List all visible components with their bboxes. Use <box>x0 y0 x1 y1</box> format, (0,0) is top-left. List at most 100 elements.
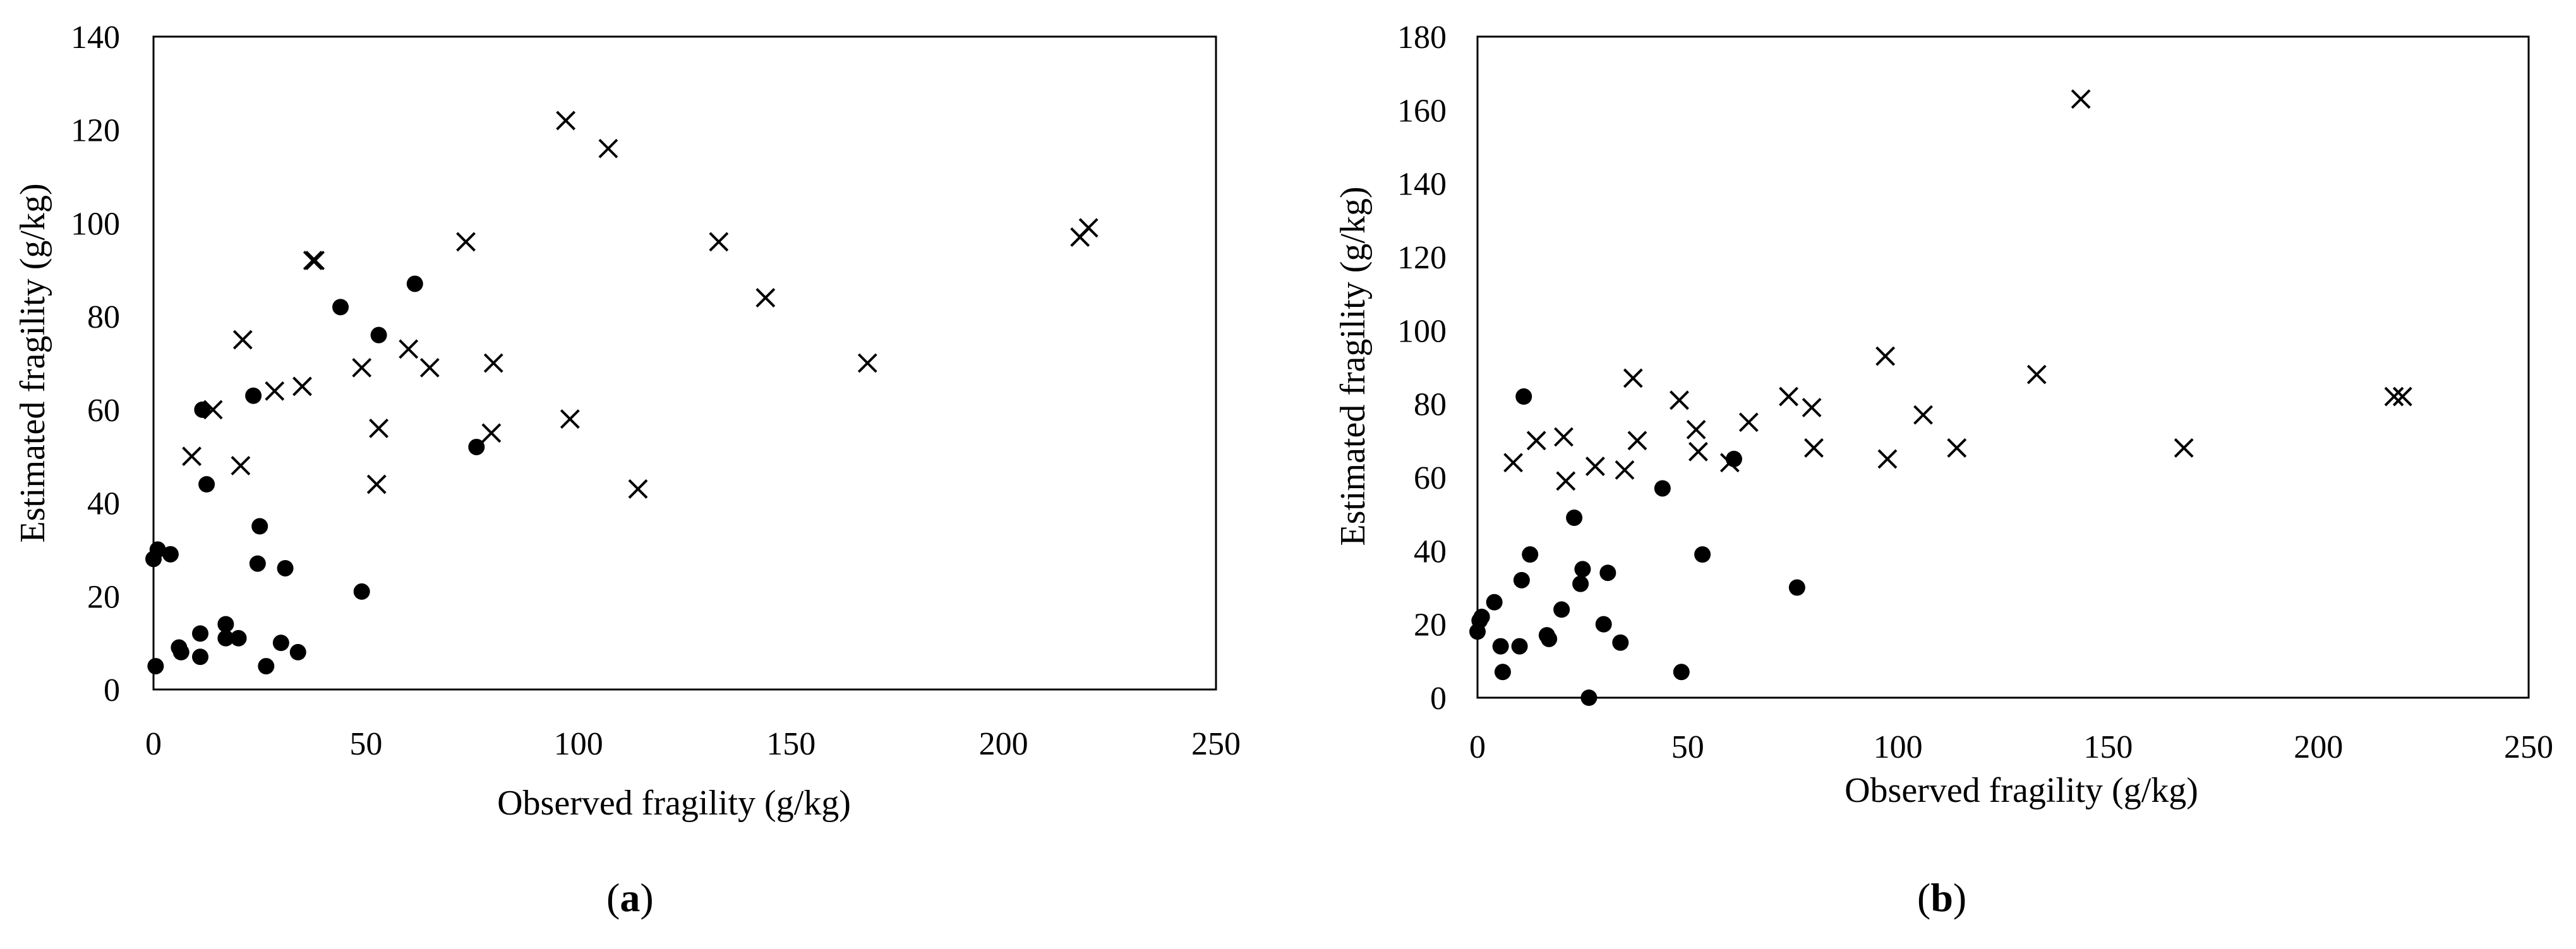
data-point-b-circle-24 <box>1788 579 1805 596</box>
data-point-b-cross-18 <box>1913 405 1933 425</box>
data-point-b-cross-2 <box>1554 427 1574 447</box>
data-point-a-circle-20 <box>332 299 349 316</box>
y-tick-label-a-6: 120 <box>71 113 120 149</box>
plot-area-a <box>152 35 1217 691</box>
y-tick-label-b-6: 120 <box>1397 240 1447 276</box>
data-point-b-circle-9 <box>1522 546 1539 563</box>
data-point-a-cross-2 <box>231 456 251 475</box>
data-point-a-cross-21 <box>755 288 776 308</box>
data-point-a-circle-5 <box>172 643 190 660</box>
caption-a-letter: a <box>620 875 641 920</box>
data-point-b-cross-10 <box>1688 441 1708 462</box>
data-point-b-circle-4 <box>1492 638 1509 655</box>
data-point-a-circle-7 <box>192 648 209 665</box>
data-point-b-circle-3 <box>1486 594 1503 611</box>
data-point-a-cross-14 <box>481 423 502 443</box>
data-point-b-cross-23 <box>2384 386 2404 407</box>
data-point-a-circle-13 <box>245 387 262 404</box>
data-point-a-cross-17 <box>560 409 580 429</box>
data-point-a-circle-1 <box>149 541 166 558</box>
data-point-b-cross-17 <box>1877 449 1898 469</box>
data-point-a-cross-9 <box>366 474 387 494</box>
data-point-b-circle-2 <box>1473 609 1490 626</box>
data-point-a-cross-8 <box>352 357 372 378</box>
data-point-b-cross-15 <box>1804 438 1824 458</box>
data-point-a-cross-5 <box>292 376 312 397</box>
data-point-b-circle-16 <box>1580 689 1598 706</box>
data-point-b-circle-14 <box>1572 575 1589 592</box>
y-tick-label-a-4: 80 <box>87 299 120 335</box>
data-point-a-cross-15 <box>483 353 503 373</box>
x-tick-label-b-3: 150 <box>2083 729 2133 765</box>
y-tick-label-b-7: 140 <box>1397 167 1447 203</box>
data-point-a-circle-11 <box>217 630 234 647</box>
data-point-a-cross-1 <box>203 400 223 420</box>
y-tick-label-a-3: 60 <box>87 393 120 429</box>
data-point-a-circle-12 <box>230 630 247 647</box>
y-tick-label-b-0: 0 <box>1430 681 1447 717</box>
data-point-b-circle-8 <box>1515 388 1532 405</box>
data-point-b-cross-3 <box>1556 471 1576 491</box>
data-point-b-circle-22 <box>1694 546 1711 563</box>
data-point-b-cross-13 <box>1779 386 1798 407</box>
y-tick-label-b-8: 160 <box>1397 93 1447 129</box>
data-point-a-cross-19 <box>628 479 648 499</box>
caption-b-open: ( <box>1917 875 1931 920</box>
scatter-chart-b: 0 50 100 150 200 250 0 20 40 60 80 100 120 140 160 180 O… <box>1333 20 2553 810</box>
data-point-b-circle-6 <box>1511 638 1528 655</box>
plot-area-b <box>1476 35 2530 699</box>
data-point-a-circle-19 <box>289 643 306 660</box>
data-point-a-cross-3 <box>232 330 253 350</box>
data-point-a-cross-7 <box>305 251 325 270</box>
y-tick-label-a-7: 140 <box>71 20 120 56</box>
data-point-b-cross-22 <box>2174 438 2194 458</box>
y-tick-label-a-0: 0 <box>104 672 120 708</box>
y-tick-label-a-5: 100 <box>71 206 120 242</box>
y-tick-label-b-4: 80 <box>1414 387 1447 423</box>
data-point-b-cross-0 <box>1503 453 1523 473</box>
data-point-b-circle-21 <box>1673 664 1690 681</box>
caption-a: (a) <box>606 874 654 921</box>
data-point-a-circle-24 <box>468 438 485 455</box>
data-point-a-cross-18 <box>598 138 618 158</box>
x-tick-label-b-1: 50 <box>1671 729 1704 765</box>
x-tick-label-a-1: 50 <box>349 726 382 762</box>
data-point-a-circle-22 <box>370 326 387 343</box>
data-point-a-cross-22 <box>857 353 877 373</box>
data-point-a-circle-17 <box>272 635 289 652</box>
data-point-b-cross-8 <box>1670 390 1689 410</box>
data-point-b-cross-4 <box>1585 457 1605 476</box>
data-point-b-circle-5 <box>1494 664 1511 681</box>
data-point-a-circle-18 <box>277 559 294 576</box>
data-point-a-circle-15 <box>251 518 268 535</box>
data-point-a-cross-4 <box>265 381 285 401</box>
data-point-a-circle-9 <box>198 476 215 493</box>
data-point-b-circle-12 <box>1553 601 1570 618</box>
x-tick-label-a-4: 200 <box>979 726 1028 762</box>
data-point-b-circle-15 <box>1574 561 1591 578</box>
data-point-b-cross-14 <box>1802 398 1822 417</box>
x-tick-label-b-2: 100 <box>1874 729 1923 765</box>
x-tick-label-b-5: 250 <box>2504 729 2553 765</box>
data-point-b-cross-12 <box>1738 412 1759 433</box>
data-point-b-circle-7 <box>1513 571 1530 588</box>
caption-a-close: ) <box>640 875 654 920</box>
data-point-a-circle-10 <box>217 616 234 633</box>
y-tick-label-b-9: 180 <box>1397 20 1447 56</box>
data-point-b-cross-7 <box>1627 431 1647 451</box>
x-axis-label-b: Observed fragility (g/kg) <box>1845 771 2198 810</box>
caption-b-close: ) <box>1953 875 1967 920</box>
y-axis-label-b: Estimated fragility (g/kg) <box>1333 186 1373 546</box>
y-tick-label-b-3: 60 <box>1414 460 1447 496</box>
data-point-b-circle-20 <box>1654 480 1671 497</box>
scatter-chart-a: 0 50 100 150 200 250 0 20 40 60 80 100 120 140 Observe… <box>13 20 1241 823</box>
x-tick-label-a-2: 100 <box>554 726 603 762</box>
caption-a-open: ( <box>606 875 620 920</box>
data-point-b-cross-11 <box>1719 453 1740 473</box>
data-point-a-circle-16 <box>258 658 275 675</box>
data-point-a-circle-14 <box>249 555 266 572</box>
data-point-a-cross-6 <box>303 251 323 270</box>
x-tick-label-a-3: 150 <box>766 726 816 762</box>
data-point-a-cross-0 <box>182 446 202 467</box>
